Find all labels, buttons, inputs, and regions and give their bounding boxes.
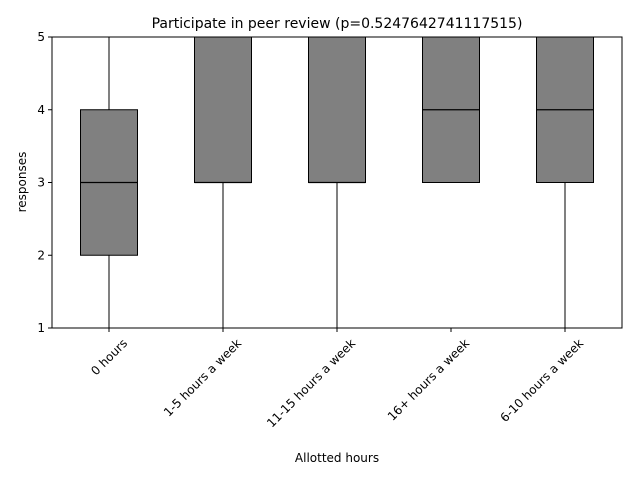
box-group-2 [194, 36, 252, 329]
box-group-1 [80, 36, 138, 329]
box-group-4 [422, 36, 480, 183]
y-tick-label: 1 [37, 321, 45, 335]
box-iqr [194, 36, 252, 183]
x-tick-label: 6-10 hours a week [498, 336, 587, 425]
box-group-5 [536, 36, 594, 329]
x-tick-label: 0 hours [88, 336, 130, 378]
chart-title: Participate in peer review (p=0.52476427… [152, 16, 523, 32]
x-tick-label: 16+ hours a week [385, 336, 472, 423]
box-group-3 [308, 36, 366, 329]
x-axis-label: Allotted hours [295, 451, 379, 465]
y-tick-label: 2 [37, 248, 45, 262]
x-tick-label: 1-5 hours a week [161, 336, 244, 419]
y-tick-label: 3 [37, 176, 45, 190]
y-tick-label: 5 [37, 30, 45, 44]
y-axis-label: responses [15, 152, 29, 213]
boxes-layer [80, 36, 594, 329]
y-axis: 1 2 3 4 5 [37, 30, 52, 335]
x-tick-label: 11-15 hours a week [264, 336, 358, 430]
x-axis: 0 hours 1-5 hours a week 11-15 hours a wee… [88, 328, 586, 430]
y-tick-label: 4 [37, 103, 45, 117]
box-iqr [308, 36, 366, 183]
